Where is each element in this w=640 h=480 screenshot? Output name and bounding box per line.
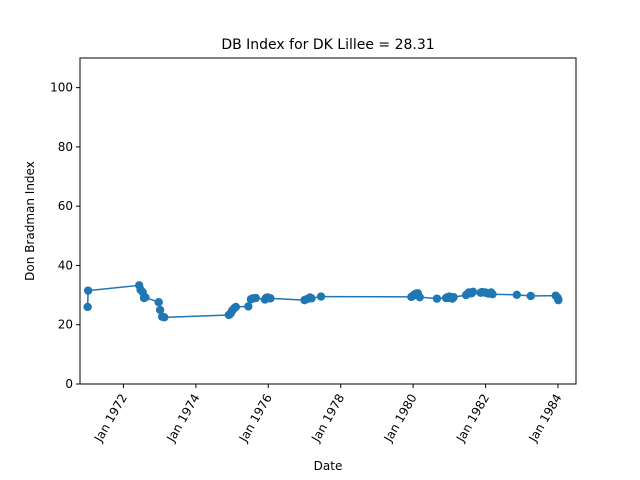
data-point bbox=[432, 294, 442, 303]
y-axis: 0 20 40 60 80 100 bbox=[50, 81, 80, 391]
y-tick-label: 60 bbox=[58, 199, 73, 213]
data-point bbox=[488, 290, 497, 299]
data-point bbox=[512, 290, 522, 299]
data-point bbox=[554, 295, 563, 305]
data-point bbox=[251, 293, 260, 303]
data-point bbox=[141, 293, 150, 302]
plot-area bbox=[80, 58, 576, 384]
y-tick-label: 100 bbox=[50, 81, 73, 95]
data-point bbox=[415, 292, 424, 302]
y-tick-label: 0 bbox=[65, 377, 73, 391]
y-axis-title: Don Bradman Index bbox=[23, 161, 37, 281]
data-point bbox=[160, 313, 169, 322]
y-tick-label: 20 bbox=[58, 318, 73, 332]
series-layer bbox=[83, 281, 563, 322]
data-point bbox=[154, 298, 163, 307]
data-point bbox=[316, 292, 326, 301]
x-axis-title: Date bbox=[314, 459, 343, 473]
data-point bbox=[468, 287, 478, 297]
data-point bbox=[155, 305, 165, 315]
plot-frame bbox=[79, 57, 577, 385]
data-point bbox=[266, 294, 275, 303]
data-point bbox=[449, 292, 458, 302]
chart-title: DB Index for DK Lillee = 28.31 bbox=[221, 37, 434, 53]
data-point bbox=[526, 291, 535, 301]
data-point bbox=[244, 302, 253, 311]
data-point bbox=[83, 302, 92, 312]
y-tick-label: 40 bbox=[58, 258, 73, 272]
y-tick-label: 80 bbox=[58, 140, 73, 154]
data-point bbox=[83, 286, 93, 295]
data-point bbox=[307, 294, 316, 303]
data-point bbox=[231, 302, 241, 312]
